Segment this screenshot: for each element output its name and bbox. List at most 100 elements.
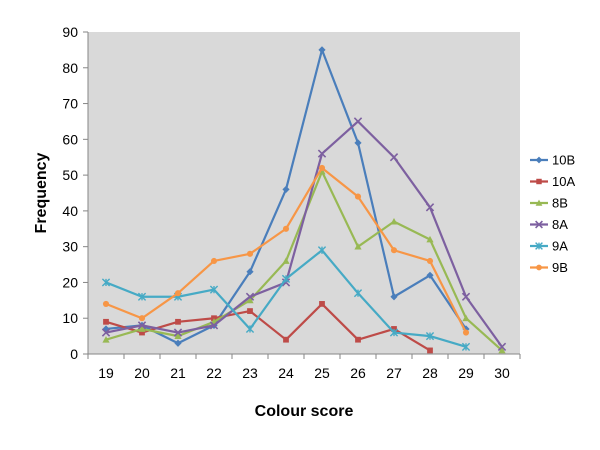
data-point [282,225,290,232]
legend-item: 8A [530,217,568,232]
legend-label: 8B [552,196,568,211]
data-point [175,318,181,325]
data-point [101,278,111,287]
series-10b [102,46,470,347]
data-point [139,329,145,336]
legend-marker [535,220,543,229]
data-point [283,336,289,343]
data-point [354,243,362,250]
x-tick-label: 22 [206,365,222,381]
data-point [425,332,435,341]
series-layer [101,46,507,354]
legend-marker [536,264,542,271]
series-9b [102,164,470,336]
legend-marker [535,156,543,164]
data-point [174,339,182,347]
x-axis-ticks: 19 20 21 22 23 24 25 26 27 28 29 30 [87,354,521,381]
data-point [355,336,361,343]
x-tick-label: 20 [134,365,150,381]
y-tick-label: 10 [62,310,78,326]
x-tick-label: 30 [494,365,510,381]
data-point [245,324,255,334]
x-tick-label: 25 [314,365,330,381]
data-point [354,193,362,200]
data-point [353,117,363,126]
data-point [317,246,327,255]
data-point [425,203,435,212]
series-8a [101,117,507,352]
data-point [282,185,290,194]
data-point [426,257,434,265]
y-tick-label: 60 [62,131,78,147]
data-point [246,250,254,257]
data-point [282,257,290,264]
data-point [174,332,182,339]
legend-item: 8B [530,196,568,211]
data-point [137,292,147,301]
y-axis-title: Frequency [33,152,50,233]
data-point [246,268,254,276]
y-tick-label: 70 [62,96,78,112]
data-point [103,318,109,325]
legend-label: 8A [552,217,568,232]
data-point [102,325,110,333]
y-tick-label: 0 [70,346,78,362]
legend-label: 10B [552,153,575,168]
data-point [102,336,110,343]
data-point [137,321,147,330]
plot-area [88,32,520,354]
data-point [138,315,146,322]
x-tick-label: 27 [386,365,402,381]
data-point [354,139,362,147]
y-tick-label: 80 [62,60,78,76]
data-point [389,328,399,337]
legend-label: 9B [552,260,568,275]
y-tick-label: 50 [62,167,78,183]
legend-marker [535,242,543,250]
data-point [246,296,254,304]
series-line [105,120,503,348]
data-point [318,46,326,54]
data-point [461,342,471,351]
data-point [319,301,325,307]
data-point [247,308,253,314]
x-tick-label: 19 [98,365,114,381]
data-point [390,218,398,225]
data-point [138,325,146,332]
data-point [389,153,399,162]
data-point [210,257,218,265]
data-point [317,149,327,158]
series-line [105,302,431,352]
legend-label: 10A [552,174,575,189]
data-point [462,329,470,336]
legend-item: 10A [530,174,575,189]
y-axis-ticks: 0 10 20 30 40 50 60 70 80 90 [62,24,88,362]
data-point [426,235,434,243]
data-point [497,342,507,352]
legend-item: 9B [530,260,568,275]
data-point [281,274,291,283]
x-tick-label: 29 [458,365,474,381]
x-axis-title: Colour score [255,403,354,420]
legend: 10B 10A 8B 8A 9A 9B [530,153,575,275]
x-tick-label: 21 [170,365,186,381]
y-tick-label: 20 [62,274,78,290]
legend-item: 9A [530,239,568,254]
data-point [245,292,255,301]
data-point [498,346,506,354]
x-tick-label: 26 [350,365,366,381]
data-point [390,247,398,254]
legend-marker [536,178,542,185]
series-9a [101,246,471,351]
x-tick-label: 23 [242,365,258,381]
data-point [101,328,111,337]
y-tick-label: 90 [62,24,78,40]
data-point [353,289,363,298]
data-point [318,164,326,172]
x-tick-label: 28 [422,365,438,381]
data-point [461,292,471,301]
legend-marker [535,199,543,206]
y-tick-label: 40 [62,203,78,219]
data-point [173,328,183,337]
